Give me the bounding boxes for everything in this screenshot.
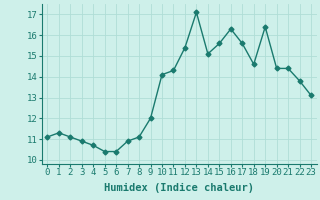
X-axis label: Humidex (Indice chaleur): Humidex (Indice chaleur) (104, 183, 254, 193)
